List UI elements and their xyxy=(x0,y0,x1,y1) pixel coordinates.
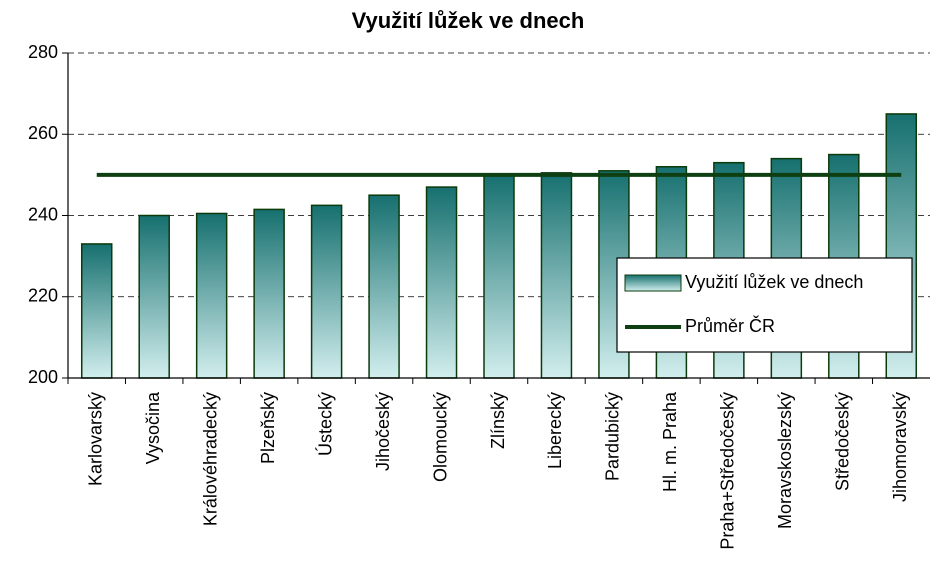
bar xyxy=(368,194,400,379)
y-tick-label: 220 xyxy=(28,286,58,306)
bar xyxy=(195,212,228,379)
bar xyxy=(425,186,458,379)
x-tick-label: Královéhradecký xyxy=(200,392,220,526)
legend-box xyxy=(616,257,913,353)
bar xyxy=(483,174,515,379)
legend-label: Průměr ČR xyxy=(685,315,775,336)
y-tick-label: 280 xyxy=(28,42,58,62)
x-tick-label: Karlovarský xyxy=(85,392,105,486)
x-tick-label: Zlínský xyxy=(488,392,508,449)
x-tick-label: Olomoucký xyxy=(430,392,450,482)
legend-label: Využití lůžek ve dnech xyxy=(685,272,863,292)
x-tick-label: Praha+Středočeský xyxy=(718,392,738,550)
y-tick-label: 260 xyxy=(28,123,58,143)
y-tick-label: 240 xyxy=(28,204,58,224)
x-tick-label: Jihomoravský xyxy=(890,392,910,502)
y-tick-label: 200 xyxy=(28,367,58,387)
x-tick-label: Jihočeský xyxy=(373,392,393,471)
legend-swatch xyxy=(624,274,682,292)
bar xyxy=(253,208,285,379)
bar xyxy=(80,243,113,379)
x-tick-label: Moravskoslezský xyxy=(775,392,795,529)
x-tick-label: Ústecký xyxy=(314,392,335,456)
x-tick-label: Hl. m. Praha xyxy=(660,391,680,492)
x-tick-label: Plzeňský xyxy=(258,392,278,464)
chart-title: Využití lůžek ve dnech xyxy=(352,8,585,33)
bar xyxy=(138,214,170,379)
x-tick-label: Liberecký xyxy=(545,392,565,469)
x-tick-label: Vysočina xyxy=(143,391,163,464)
x-tick-label: Pardubický xyxy=(603,392,623,481)
x-tick-label: Středočeský xyxy=(833,392,853,491)
bar xyxy=(310,204,343,379)
bar xyxy=(540,172,573,379)
